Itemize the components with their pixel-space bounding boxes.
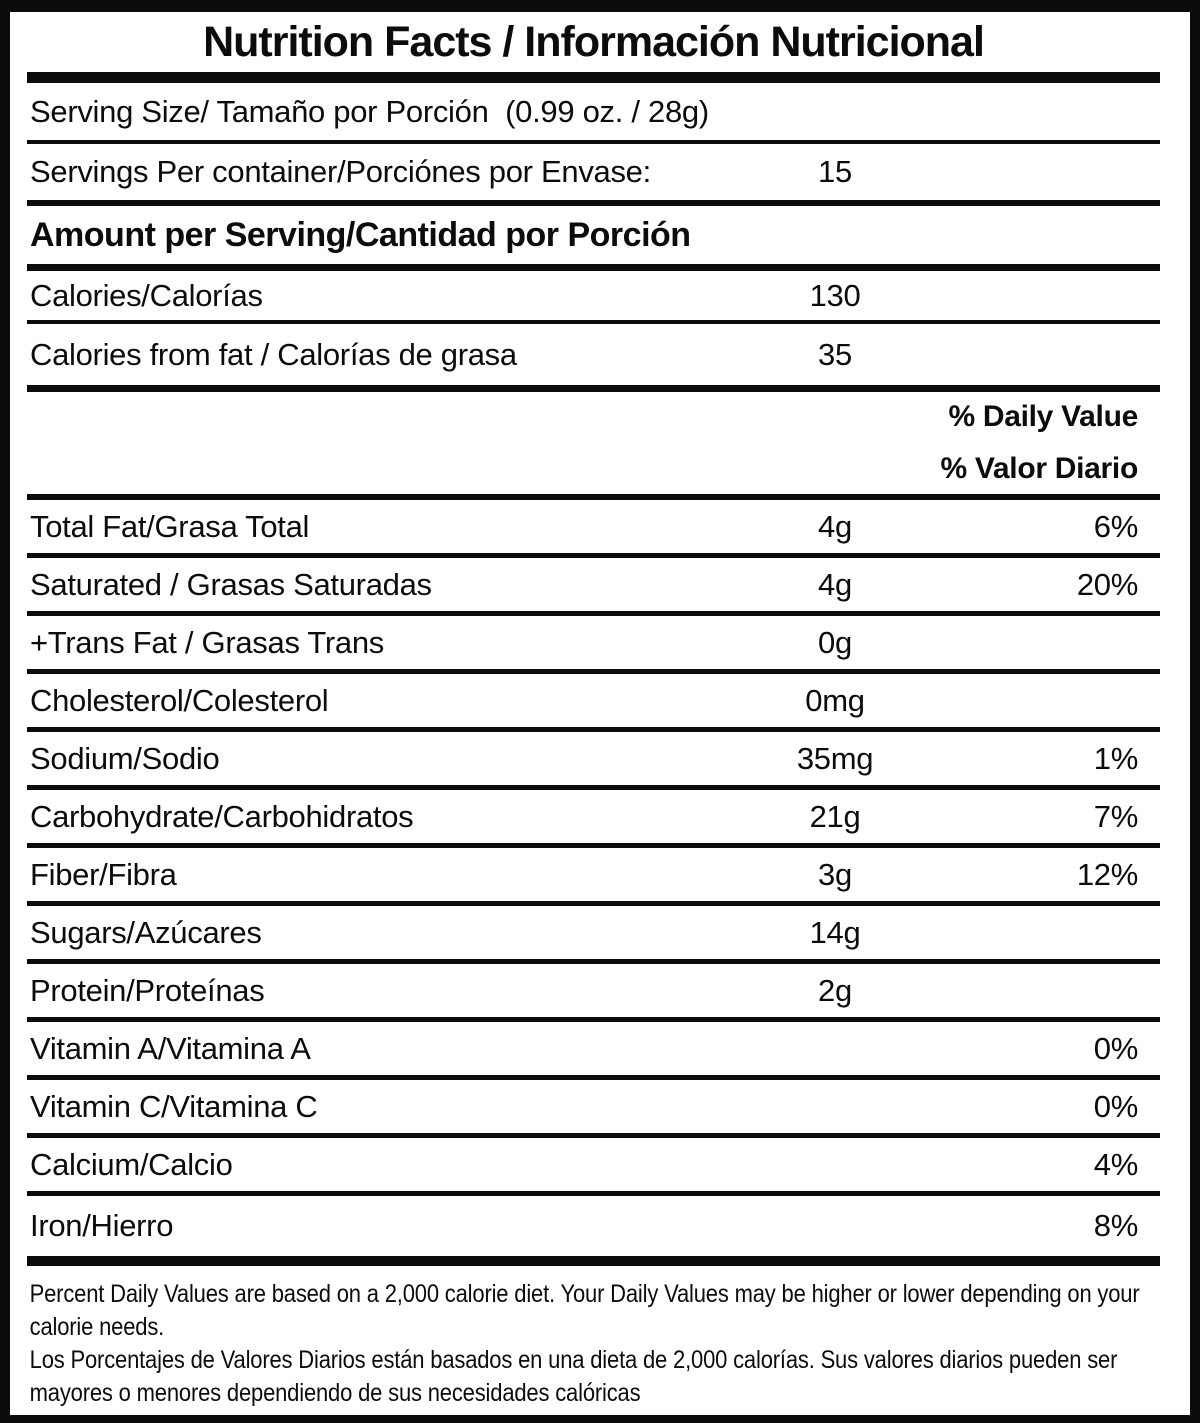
nutrient-daily-value: 6% <box>1093 508 1139 544</box>
calories-from-fat-value: 35 <box>818 336 852 372</box>
nutrient-amount: 21g <box>809 798 861 834</box>
nutrient-row-vitamin-a: Vitamin A/Vitamina A 0% <box>27 1022 1160 1080</box>
nutrient-amount: 0mg <box>805 682 865 718</box>
calories-from-fat-row: Calories from fat / Calorías de grasa 35 <box>27 324 1160 392</box>
nutrient-row-cholesterol: Cholesterol/Colesterol 0mg <box>27 674 1160 732</box>
calories-from-fat-label: Calories from fat / Calorías de grasa <box>30 336 517 372</box>
nutrient-row-iron: Iron/Hierro 8% <box>27 1196 1160 1266</box>
nutrient-label: Fiber/Fibra <box>30 856 177 892</box>
daily-value-header-en: % Daily Value <box>948 400 1138 433</box>
nutrient-daily-value: 20% <box>1076 566 1138 602</box>
daily-value-header-es: % Valor Diario <box>940 452 1138 485</box>
nutrient-label: Iron/Hierro <box>30 1208 174 1243</box>
serving-size-label: Serving Size/ Tamaño por Porción (0.99 o… <box>30 93 709 129</box>
nutrient-row-sodium: Sodium/Sodio 35mg 1% <box>27 732 1160 790</box>
nutrient-label: Vitamin A/Vitamina A <box>30 1030 311 1066</box>
nutrient-label: Calcium/Calcio <box>30 1146 233 1182</box>
nutrient-label: Saturated / Grasas Saturadas <box>30 566 432 602</box>
nutrient-daily-value: 12% <box>1076 856 1138 892</box>
calories-value: 130 <box>809 277 861 313</box>
servings-per-container-value: 15 <box>818 154 852 189</box>
label-content: Nutrition Facts / Información Nutriciona… <box>27 12 1160 1415</box>
nutrient-row-total-fat: Total Fat/Grasa Total 4g 6% <box>27 500 1160 558</box>
nutrient-label: Total Fat/Grasa Total <box>30 508 310 544</box>
page-title: Nutrition Facts / Información Nutriciona… <box>203 17 985 66</box>
nutrient-daily-value: 0% <box>1093 1088 1139 1124</box>
nutrient-label: Cholesterol/Colesterol <box>30 682 329 718</box>
title-row: Nutrition Facts / Información Nutriciona… <box>27 12 1160 72</box>
footnotes-text: Percent Daily Values are based on a 2,00… <box>27 1278 1160 1410</box>
nutrient-row-vitamin-c: Vitamin C/Vitamina C 0% <box>27 1080 1160 1138</box>
nutrient-row-protein: Protein/Proteínas 2g <box>27 964 1160 1022</box>
nutrient-row-trans-fat: +Trans Fat / Grasas Trans 0g <box>27 616 1160 674</box>
footnotes-section: Percent Daily Values are based on a 2,00… <box>27 1266 1160 1415</box>
amount-per-serving-header: Amount per Serving/Cantidad por Porción <box>27 206 1160 271</box>
nutrient-amount: 4g <box>818 566 852 602</box>
nutrient-label: Carbohydrate/Carbohidratos <box>30 798 414 834</box>
nutrient-amount: 35mg <box>796 740 874 776</box>
nutrient-label: Sugars/Azúcares <box>30 914 262 950</box>
nutrient-daily-value: 1% <box>1093 740 1139 776</box>
nutrient-amount: 14g <box>809 914 861 950</box>
nutrient-daily-value: 4% <box>1093 1146 1139 1182</box>
nutrient-daily-value: 8% <box>1093 1208 1139 1243</box>
calories-label: Calories/Calorías <box>30 277 263 313</box>
nutrient-row-carbohydrate: Carbohydrate/Carbohidratos 21g 7% <box>27 790 1160 848</box>
nutrient-label: Protein/Proteínas <box>30 972 265 1008</box>
nutrient-label: +Trans Fat / Grasas Trans <box>30 624 384 660</box>
title-divider-bar <box>27 72 1160 83</box>
nutrient-label: Vitamin C/Vitamina C <box>30 1088 318 1124</box>
calories-row: Calories/Calorías 130 <box>27 271 1160 324</box>
nutrient-row-calcium: Calcium/Calcio 4% <box>27 1138 1160 1196</box>
servings-per-container-label: Servings Per container/Porciónes por Env… <box>30 154 651 189</box>
nutrient-daily-value: 0% <box>1093 1030 1139 1066</box>
nutrient-amount: 0g <box>818 624 852 660</box>
nutrient-row-fiber: Fiber/Fibra 3g 12% <box>27 848 1160 906</box>
amount-per-serving-label: Amount per Serving/Cantidad por Porción <box>30 215 691 254</box>
nutrient-label: Sodium/Sodio <box>30 740 220 776</box>
daily-value-header-block: % Daily Value % Valor Diario <box>27 392 1160 500</box>
footnote-english: Percent Daily Values are based on a 2,00… <box>29 1280 1140 1341</box>
nutrient-row-saturated-fat: Saturated / Grasas Saturadas 4g 20% <box>27 558 1160 616</box>
serving-size-row: Serving Size/ Tamaño por Porción (0.99 o… <box>27 83 1160 144</box>
servings-per-container-row: Servings Per container/Porciónes por Env… <box>27 144 1160 206</box>
nutrient-amount: 3g <box>818 856 852 892</box>
nutrient-amount: 4g <box>818 508 852 544</box>
nutrient-row-sugars: Sugars/Azúcares 14g <box>27 906 1160 964</box>
nutrient-amount: 2g <box>818 972 852 1008</box>
footnote-spanish: Los Porcentajes de Valores Diarios están… <box>29 1346 1118 1407</box>
nutrient-daily-value: 7% <box>1093 798 1139 834</box>
